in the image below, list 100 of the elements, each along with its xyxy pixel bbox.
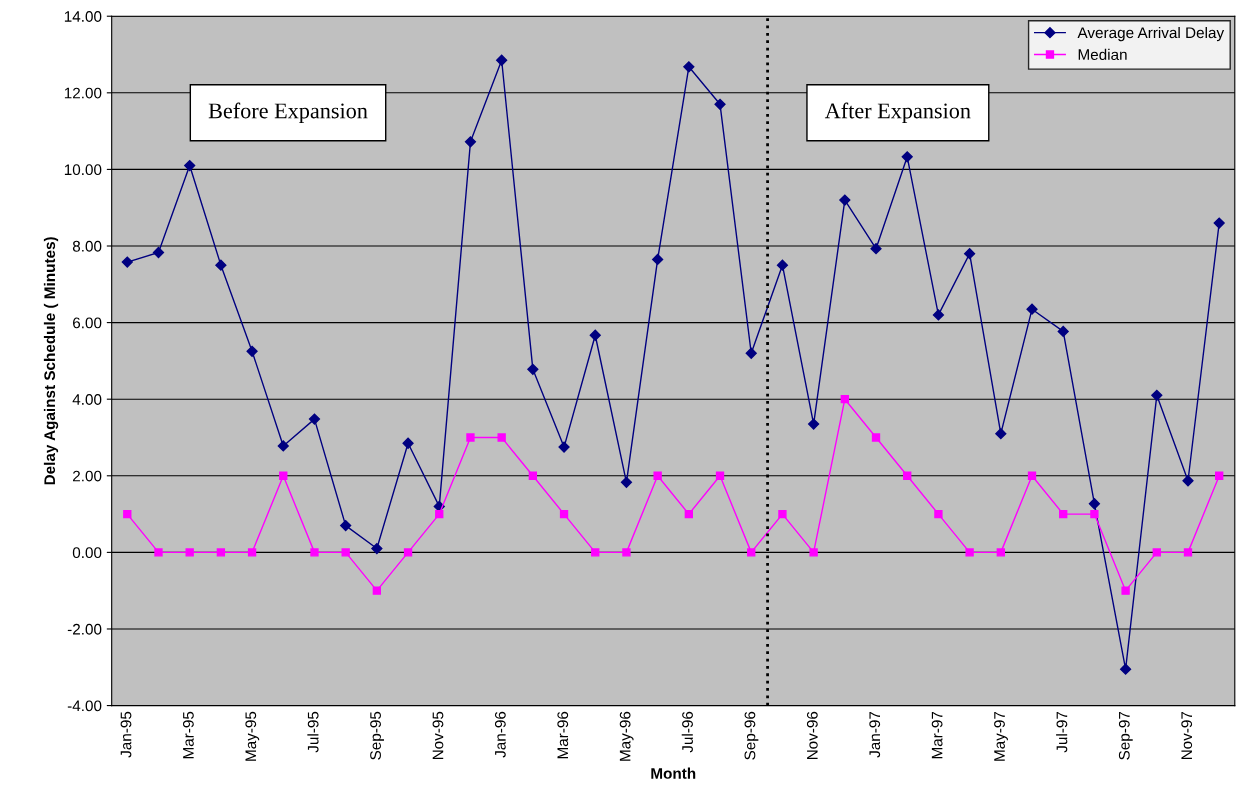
point — [496, 54, 508, 66]
point — [372, 586, 382, 595]
point — [435, 509, 444, 519]
point — [279, 471, 288, 480]
point — [809, 548, 818, 557]
y-tick-label: 8.00 — [72, 240, 102, 252]
x-tick-label: Nov-96 — [806, 711, 818, 760]
point — [216, 548, 226, 557]
annotation: Before Expansion — [208, 102, 368, 123]
x-tick-label: Nov-95 — [432, 711, 444, 760]
point — [1027, 471, 1037, 480]
point — [1183, 548, 1193, 557]
y-tick-label: 2.00 — [73, 470, 102, 482]
point — [652, 253, 664, 266]
point — [932, 309, 945, 321]
point — [403, 548, 413, 557]
point — [123, 509, 132, 519]
y-tick-label: 14.00 — [64, 11, 102, 22]
point — [1152, 548, 1161, 557]
point — [995, 428, 1007, 440]
x-tick-label: Mar-96 — [557, 711, 569, 759]
point — [559, 509, 569, 519]
point — [903, 471, 912, 480]
point — [840, 395, 849, 404]
x-axis-title: Month — [651, 767, 696, 779]
x-tick-label: Jul-96 — [681, 711, 693, 753]
point — [1088, 498, 1101, 510]
legend-label: Average Arrival Delay — [1077, 26, 1225, 42]
x-tick-label: Nov-97 — [1181, 711, 1193, 760]
point — [1119, 663, 1132, 675]
point — [745, 347, 757, 359]
point — [528, 471, 538, 480]
x-tick-label: Sep-97 — [1118, 711, 1133, 760]
point — [1057, 325, 1069, 338]
point — [964, 248, 976, 260]
point — [402, 437, 414, 449]
point — [747, 548, 756, 557]
annotation: After Expansion — [824, 102, 971, 123]
point — [464, 136, 477, 148]
point — [341, 548, 350, 557]
x-tick-label: Mar-95 — [182, 711, 194, 759]
legend-label: Median — [1078, 48, 1127, 61]
y-axis-title: Delay Against Schedule ( Minutes) — [43, 237, 59, 485]
point — [1026, 303, 1038, 315]
x-tick-label: Sep-96 — [744, 711, 759, 760]
point — [308, 413, 321, 425]
point — [1090, 509, 1099, 519]
point — [1213, 217, 1225, 229]
point — [620, 476, 633, 488]
point — [1059, 509, 1068, 519]
point — [1215, 471, 1224, 480]
x-tick-label: Jan-97 — [869, 711, 881, 758]
point — [246, 345, 258, 357]
y-tick-label: 0.00 — [72, 547, 102, 559]
point — [589, 329, 601, 341]
point — [1121, 586, 1130, 595]
y-tick-label: -2.00 — [67, 623, 102, 635]
point — [277, 440, 289, 452]
x-tick-label: Jul-95 — [307, 711, 319, 753]
x-tick-label: Jan-96 — [494, 711, 506, 758]
point — [591, 548, 600, 557]
point — [714, 98, 726, 110]
point — [778, 509, 787, 519]
point — [185, 548, 194, 557]
y-tick-label: 10.00 — [64, 164, 102, 176]
point — [934, 509, 943, 519]
point — [310, 548, 319, 557]
x-tick-label: Mar-97 — [931, 711, 943, 759]
point — [901, 151, 913, 163]
point — [247, 548, 257, 557]
point — [154, 548, 163, 557]
point — [184, 159, 196, 172]
y-tick-label: -4.00 — [67, 700, 102, 712]
point — [871, 433, 881, 442]
x-tick-label: Jan-95 — [120, 711, 132, 758]
point — [527, 363, 539, 375]
point — [715, 471, 725, 480]
x-tick-label: May-96 — [619, 711, 634, 761]
point — [965, 548, 974, 557]
x-tick-label: Sep-95 — [370, 711, 384, 760]
point — [653, 471, 662, 480]
point — [1151, 389, 1163, 401]
point — [215, 259, 227, 271]
point — [683, 61, 695, 73]
x-tick-label: May-97 — [994, 711, 1008, 761]
point — [808, 418, 820, 430]
y-tick-label: 6.00 — [73, 317, 102, 329]
point — [497, 433, 506, 442]
point — [1182, 475, 1194, 487]
point — [870, 243, 882, 255]
y-tick-label: 12.00 — [64, 87, 102, 99]
point — [371, 542, 383, 555]
point — [152, 246, 165, 259]
point — [996, 548, 1005, 557]
point — [776, 259, 789, 271]
point — [466, 433, 475, 442]
point — [839, 194, 851, 206]
point — [121, 256, 133, 268]
y-tick-label: 4.00 — [72, 394, 102, 405]
point — [340, 519, 352, 532]
